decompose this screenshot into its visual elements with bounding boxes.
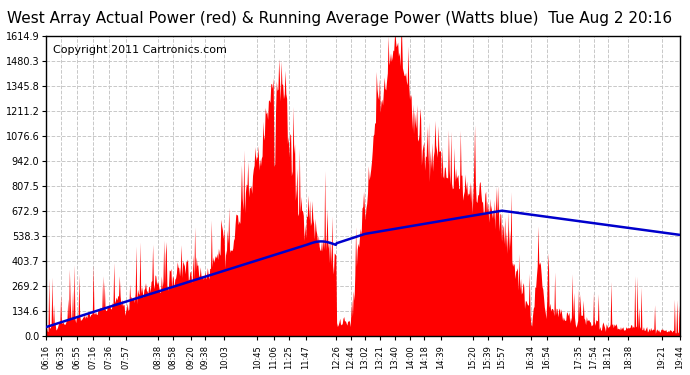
Text: Copyright 2011 Cartronics.com: Copyright 2011 Cartronics.com [52,45,226,55]
Text: West Array Actual Power (red) & Running Average Power (Watts blue)  Tue Aug 2 20: West Array Actual Power (red) & Running … [7,11,672,26]
